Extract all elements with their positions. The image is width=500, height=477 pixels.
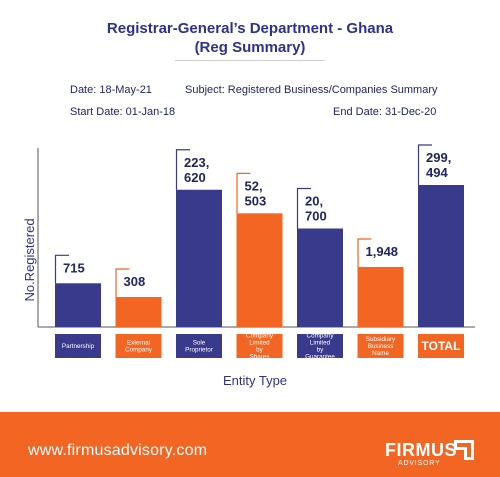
logo-text: FIRMUS <box>385 440 457 460</box>
meta-end-date: End Date: 31-Dec-20 <box>333 106 437 118</box>
category-box <box>297 334 343 358</box>
bar <box>357 266 404 327</box>
logo-subtext: ADVISORY <box>398 460 441 467</box>
value-bracket <box>417 144 432 185</box>
y-axis-label: No.Registered <box>22 218 37 301</box>
category-box <box>176 334 222 358</box>
bar <box>418 185 464 327</box>
category-box <box>55 334 101 358</box>
page-subtitle: (Reg Summary) <box>194 39 306 56</box>
tick-label: Sole Proprietor <box>185 340 213 354</box>
bar-chart: No.Registered Entity Type 715 Partnership 30… <box>22 144 475 388</box>
category-box <box>236 334 283 358</box>
value-bracket <box>54 254 69 284</box>
tick-label: External Company <box>125 340 153 354</box>
firmus-logo-icon <box>454 440 474 460</box>
tick-label: Partnership <box>62 343 95 350</box>
value-bracket <box>296 187 311 229</box>
category-box <box>357 334 404 358</box>
category-box <box>418 334 464 358</box>
footer-bar: www.firmusadvisory.com FIRMUS ADVISORY <box>0 412 500 477</box>
data-label: 52, 503 <box>245 178 267 208</box>
value-bracket <box>175 149 190 190</box>
data-label: 299, 494 <box>426 150 451 180</box>
tick-label: Subsidiary Business Name <box>366 336 396 357</box>
category-box <box>115 334 162 358</box>
data-label: 308 <box>124 274 146 289</box>
x-axis-label: Entity Type <box>223 373 287 388</box>
value-bracket <box>357 238 372 267</box>
data-label: 1,948 <box>366 244 399 259</box>
footer-url[interactable]: www.firmusadvisory.com <box>28 442 208 459</box>
meta-start-date: Start Date: 01-Jan-18 <box>70 106 176 118</box>
value-bracket <box>115 268 130 297</box>
tick-label: Company Limited by Shares <box>246 333 274 361</box>
data-label: 20, 700 <box>305 193 327 223</box>
bar <box>297 228 343 327</box>
data-label: 715 <box>63 260 85 275</box>
bar <box>176 189 222 327</box>
meta-subject: Subject: Registered Business/Companies S… <box>185 84 438 96</box>
page-title: Registrar-General’s Department - Ghana <box>106 20 394 37</box>
bar <box>115 297 162 327</box>
meta-date: Date: 18-May-21 <box>70 84 152 96</box>
tick-label: Company Limited by Guarantee <box>305 333 335 361</box>
value-bracket <box>236 172 251 214</box>
bar <box>236 213 283 327</box>
tick-label: TOTAL <box>422 339 461 353</box>
bar <box>55 283 101 327</box>
data-label: 223, 620 <box>184 155 209 185</box>
title-divider <box>175 60 325 61</box>
